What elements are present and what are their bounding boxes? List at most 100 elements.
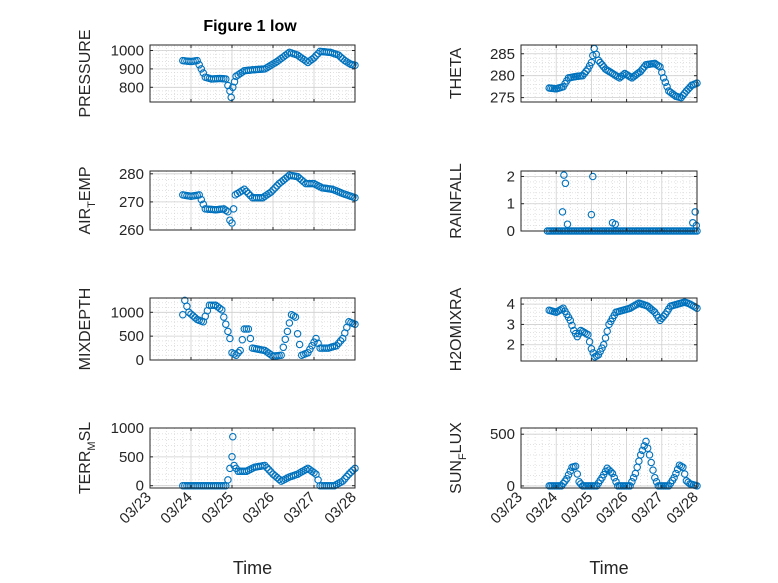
data-point	[601, 334, 610, 342]
data-point	[222, 206, 230, 215]
data-point	[308, 55, 316, 64]
data-point	[677, 462, 685, 471]
data-point	[277, 351, 285, 359]
data-point	[240, 185, 249, 194]
data-point	[197, 195, 206, 204]
y-tick-label: 1000	[111, 420, 144, 437]
y-tick-label: 800	[119, 79, 144, 96]
y-tick-label: 0	[136, 478, 144, 495]
data-point	[226, 334, 234, 343]
x-tick-label: 03/27	[628, 489, 667, 528]
data-point	[229, 432, 237, 441]
data-point	[584, 330, 592, 339]
panel-theta: 275 280 285 THETA	[448, 44, 701, 107]
data-point	[306, 345, 314, 354]
data-point	[568, 321, 576, 330]
data-point	[564, 471, 573, 479]
data-point	[234, 349, 242, 357]
data-point	[659, 74, 668, 82]
data-point	[279, 343, 288, 352]
data-point	[563, 474, 571, 483]
data-point	[663, 82, 671, 91]
data-point	[560, 171, 568, 179]
data-point	[691, 208, 699, 216]
data-point	[236, 346, 244, 355]
data-point	[314, 339, 322, 348]
y-label-subscript: F	[457, 453, 469, 460]
data-point	[626, 73, 634, 81]
data-point	[179, 310, 187, 319]
y-tick-label: 900	[119, 61, 144, 78]
x-tick-label: 03/24	[522, 489, 561, 528]
data-point	[558, 208, 567, 216]
data-point	[220, 481, 228, 490]
data-point	[607, 468, 615, 476]
data-point	[267, 188, 275, 196]
data-point	[224, 207, 232, 216]
data-point	[661, 78, 670, 87]
x-axis-label: Time	[589, 558, 628, 578]
data-point	[195, 61, 203, 69]
y-tick-label: 2	[507, 337, 515, 354]
data-point	[209, 301, 218, 309]
data-point	[334, 51, 343, 59]
data-point	[645, 451, 654, 459]
y-label-rest: SL	[77, 422, 94, 442]
data-point	[256, 193, 265, 202]
data-point	[334, 339, 343, 348]
y-tick-label: 2	[507, 168, 515, 185]
data-point	[647, 458, 655, 467]
data-point	[341, 475, 349, 483]
y-label-subscript: T	[86, 201, 98, 208]
panel-sun_flux: 0 500 SUNFLUX	[448, 422, 701, 495]
y-tick-label: 0	[507, 223, 515, 240]
y-tick-label: 280	[119, 166, 144, 183]
data-point	[240, 325, 249, 333]
y-axis-label-air_temp: AIRTEMP	[77, 166, 98, 234]
data-point	[310, 54, 318, 62]
data-point	[651, 473, 659, 482]
data-point	[281, 335, 290, 344]
x-tick-label: 03/25	[198, 489, 237, 528]
data-point	[563, 220, 572, 228]
data-point	[238, 335, 247, 344]
axes-box	[149, 44, 356, 103]
data-point	[312, 334, 320, 343]
data-point	[589, 51, 597, 60]
y-label-rest: EMP	[77, 166, 94, 201]
data-point	[643, 444, 652, 452]
panel-air_temp: 260 270 280 AIRTEMP	[77, 166, 359, 239]
y-tick-label: 0	[507, 478, 515, 495]
data-point	[343, 472, 351, 481]
y-label-rest: LUX	[448, 422, 465, 453]
data-point	[265, 466, 273, 474]
x-tick-label: 03/26	[593, 489, 632, 528]
data-point	[283, 327, 292, 336]
y-label-main: TERR	[77, 451, 94, 495]
data-point	[587, 210, 596, 219]
data-point	[291, 313, 300, 321]
data-point	[561, 179, 570, 188]
data-point	[293, 330, 302, 338]
plot-area	[150, 428, 355, 488]
data-point	[599, 340, 608, 349]
x-axis-label: Time	[233, 558, 272, 578]
data-point	[229, 205, 238, 213]
data-point	[285, 319, 294, 327]
y-axis-label-terr_msl: TERRMSL	[77, 422, 98, 494]
data-point	[347, 468, 355, 476]
data-point	[261, 461, 269, 470]
y-axis-label-pressure: PRESSURE	[77, 29, 94, 117]
data-point	[310, 338, 318, 346]
data-point	[594, 56, 603, 65]
y-tick-label: 500	[119, 449, 144, 466]
data-point	[582, 67, 590, 76]
data-point	[614, 73, 622, 81]
y-axis-label-sun_flux: SUNFLUX	[448, 422, 469, 494]
data-point	[199, 69, 208, 77]
data-point	[619, 71, 627, 79]
data-point	[610, 473, 619, 482]
